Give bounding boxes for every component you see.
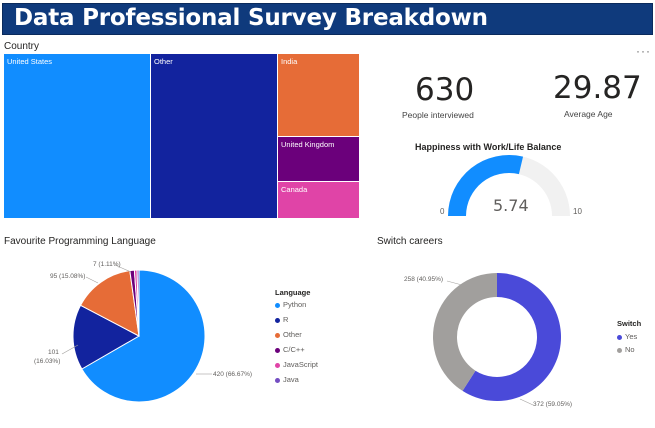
- legend-item-javascript[interactable]: JavaScript: [275, 360, 318, 369]
- pie-label-python: 420 (66.67%): [213, 371, 253, 378]
- kpi-age-label: Average Age: [564, 109, 613, 119]
- more-options-icon[interactable]: ···: [636, 44, 651, 58]
- legend-label: JavaScript: [283, 360, 319, 369]
- kpi-people-label: People interviewed: [402, 110, 474, 120]
- tile-label: Other: [154, 57, 173, 66]
- kpi-age-value: 29.87: [553, 70, 642, 106]
- donut-slice-yes[interactable]: [462, 273, 561, 401]
- tile-label: United Kingdom: [281, 140, 335, 149]
- legend-item-other[interactable]: Other: [275, 330, 302, 339]
- gauge-value-label: 5.74: [493, 196, 529, 215]
- legend-label: No: [625, 345, 635, 354]
- country-chart-title: Country: [4, 41, 40, 52]
- legend-label: Python: [283, 300, 307, 309]
- legend-item-r[interactable]: R: [275, 315, 288, 324]
- legend-dot: [617, 347, 622, 353]
- legend-dot: [275, 332, 280, 338]
- leader-line-yes: [519, 398, 534, 406]
- happiness-gauge: [448, 154, 570, 216]
- gauge-min-label: 0: [440, 207, 445, 216]
- pie-slice-python[interactable]: [81, 269, 206, 403]
- pie-slice-other[interactable]: [79, 270, 140, 337]
- tile-label: India: [281, 57, 298, 66]
- gauge-title: Happiness with Work/Life Balance: [415, 142, 562, 152]
- treemap-tile-united-kingdom[interactable]: United Kingdom: [278, 137, 359, 181]
- tile-label: Canada: [281, 185, 308, 194]
- leader-line-c-cpp: [114, 264, 132, 273]
- language-pie-chart: [61, 264, 212, 403]
- gauge-max-label: 10: [573, 207, 582, 216]
- treemap-tile-united-states[interactable]: United States: [4, 54, 150, 218]
- switch-donut-chart: [433, 273, 561, 406]
- legend-dot: [275, 377, 280, 383]
- pie-label-r-count: 101: [48, 349, 59, 356]
- legend-label: Java: [283, 375, 299, 384]
- pie-slice-r[interactable]: [72, 304, 141, 370]
- dashboard-title: Data Professional Survey Breakdown: [14, 5, 488, 31]
- pie-label-other: 95 (15.08%): [50, 273, 86, 280]
- legend-label: Other: [283, 330, 302, 339]
- donut-label-yes: 372 (59.05%): [533, 401, 573, 408]
- tile-label: United States: [7, 57, 53, 66]
- leader-line-r: [61, 344, 79, 355]
- switch-legend-title: Switch: [617, 319, 642, 328]
- legend-item-yes[interactable]: Yes: [617, 332, 637, 341]
- legend-label: Yes: [625, 332, 638, 341]
- kpi-people-value: 630: [415, 72, 475, 108]
- leader-line-other: [85, 276, 99, 284]
- language-chart-title: Favourite Programming Language: [4, 236, 156, 247]
- switch-chart-title: Switch careers: [377, 236, 443, 247]
- pie-label-c-cpp: 7 (1.11%): [93, 261, 121, 268]
- legend-label: R: [283, 315, 289, 324]
- pie-label-r-pct: (16.03%): [34, 358, 61, 365]
- pie-slice-java[interactable]: [136, 269, 140, 337]
- legend-dot: [275, 362, 280, 368]
- legend-dot: [617, 334, 622, 340]
- language-legend-title: Language: [275, 288, 311, 297]
- legend-item-c-cpp[interactable]: C/C++: [275, 345, 305, 354]
- leader-line-no: [446, 280, 463, 286]
- treemap-tile-india[interactable]: India: [278, 54, 359, 136]
- treemap-tile-canada[interactable]: Canada: [278, 182, 359, 218]
- donut-slice-no[interactable]: [433, 273, 497, 391]
- donut-label-no: 258 (40.95%): [404, 276, 444, 283]
- legend-dot: [275, 347, 280, 353]
- gauge-fill[interactable]: [448, 154, 524, 216]
- dashboard-title-bar: Data Professional Survey Breakdown: [2, 3, 653, 35]
- legend-dot: [275, 317, 280, 323]
- legend-item-no[interactable]: No: [617, 345, 635, 354]
- treemap-tile-other[interactable]: Other: [151, 54, 277, 218]
- legend-item-python[interactable]: Python: [275, 300, 306, 309]
- legend-item-java[interactable]: Java: [275, 375, 299, 384]
- legend-label: C/C++: [283, 345, 305, 354]
- legend-dot: [275, 302, 280, 308]
